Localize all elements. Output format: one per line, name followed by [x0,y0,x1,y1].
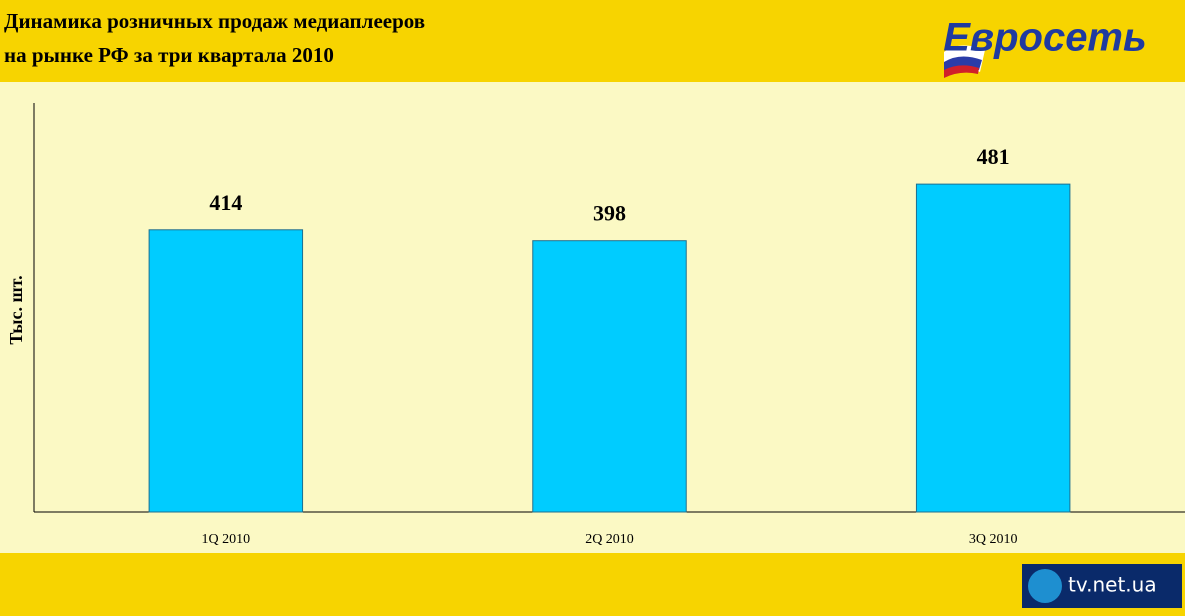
watermark-icon [1028,569,1062,603]
watermark-text: tv.net.ua [1068,573,1157,597]
chart-title: на рынке РФ за три квартала 2010 [4,43,334,67]
y-axis-label: Тыс. шт. [6,275,26,344]
x-tick-label: 1Q 2010 [202,532,251,547]
chart-title: Динамика розничных продаж медиаплееров [4,9,425,33]
value-label: 398 [593,201,626,226]
bar [148,229,304,513]
header-band [0,0,1185,82]
flag-red [944,65,979,78]
bar [915,183,1071,513]
bar [532,240,687,513]
value-label: 414 [209,190,242,215]
x-tick-label: 3Q 2010 [969,532,1018,547]
flag-blue [944,56,982,74]
logo: Евросеть [943,16,1147,78]
watermark: tv.net.ua [1022,564,1182,608]
x-tick-label: 2Q 2010 [585,532,634,547]
value-label: 481 [977,144,1010,169]
footer-band [0,553,1185,616]
logo-text: Евросеть [943,16,1147,60]
